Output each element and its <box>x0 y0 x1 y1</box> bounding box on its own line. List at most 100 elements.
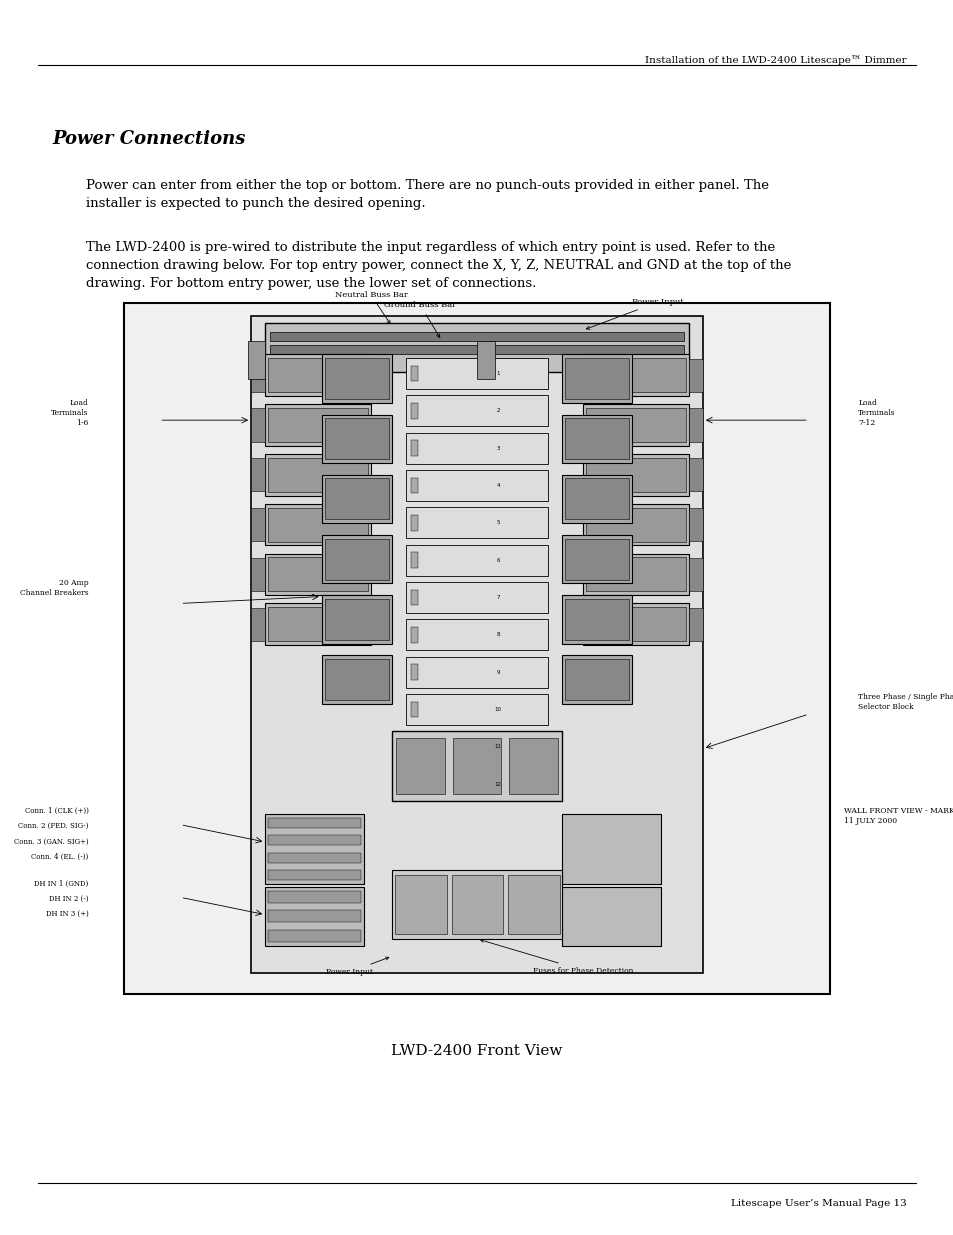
Bar <box>508 874 559 934</box>
Bar <box>561 415 632 463</box>
Bar <box>585 608 685 641</box>
Bar <box>406 768 547 800</box>
Bar <box>270 346 683 354</box>
Text: DH IN 1 (GND): DH IN 1 (GND) <box>34 879 89 888</box>
Bar <box>411 441 418 456</box>
Text: LWD-2400 Front View: LWD-2400 Front View <box>391 1044 562 1057</box>
Bar <box>265 887 364 946</box>
Bar <box>321 535 392 583</box>
Text: Installation of the LWD-2400 Litescape™ Dimmer: Installation of the LWD-2400 Litescape™ … <box>644 56 905 65</box>
Bar <box>585 358 685 393</box>
Text: Conn. 3 (GAN. SIG+): Conn. 3 (GAN. SIG+) <box>14 837 89 845</box>
Bar <box>411 366 418 382</box>
Bar <box>251 409 265 442</box>
Bar <box>561 814 659 883</box>
Bar <box>251 458 265 492</box>
Bar <box>688 458 702 492</box>
Text: DH IN 3 (+): DH IN 3 (+) <box>46 910 89 918</box>
Bar <box>268 408 368 442</box>
Bar <box>585 408 685 442</box>
Bar <box>324 538 389 579</box>
Bar <box>406 731 547 762</box>
Text: Power can enter from either the top or bottom. There are no punch-outs provided : Power can enter from either the top or b… <box>86 179 768 210</box>
Text: Load
Terminals
7-12: Load Terminals 7-12 <box>858 399 895 427</box>
Bar <box>268 890 361 903</box>
Bar <box>582 404 688 446</box>
Text: 9: 9 <box>496 669 499 674</box>
Bar <box>564 659 629 700</box>
Bar <box>564 599 629 640</box>
Bar <box>395 874 446 934</box>
Text: 8: 8 <box>496 632 499 637</box>
Bar <box>268 910 361 923</box>
Bar <box>582 354 688 396</box>
Text: Load
Terminals
1-6: Load Terminals 1-6 <box>51 399 89 427</box>
Text: Neutral Buss Bar: Neutral Buss Bar <box>335 291 407 324</box>
Bar <box>585 508 685 542</box>
Bar <box>395 737 444 794</box>
Text: 7: 7 <box>496 595 499 600</box>
Text: 4: 4 <box>496 483 499 488</box>
Bar <box>265 404 371 446</box>
Bar <box>321 474 392 524</box>
Bar <box>268 835 361 845</box>
Bar <box>561 474 632 524</box>
Bar <box>406 432 547 463</box>
Text: Conn. 2 (FED. SIG-): Conn. 2 (FED. SIG-) <box>18 823 89 830</box>
Bar <box>688 358 702 391</box>
Text: DH IN 2 (-): DH IN 2 (-) <box>50 894 89 903</box>
Bar <box>406 508 547 538</box>
Bar <box>451 874 503 934</box>
Bar <box>561 887 659 946</box>
Text: WALL FRONT VIEW - MARKUP
11 JULY 2000: WALL FRONT VIEW - MARKUP 11 JULY 2000 <box>843 808 953 825</box>
Bar <box>411 739 418 755</box>
Bar <box>411 590 418 605</box>
Bar <box>268 852 361 862</box>
Bar <box>476 341 494 379</box>
Bar <box>321 354 392 403</box>
Bar <box>406 694 547 725</box>
Bar <box>265 504 371 546</box>
Bar <box>324 659 389 700</box>
Bar <box>688 508 702 541</box>
Bar <box>561 354 632 403</box>
Bar <box>265 354 371 396</box>
Bar <box>265 604 371 645</box>
Text: 5: 5 <box>496 520 499 525</box>
Bar <box>268 458 368 492</box>
Bar <box>268 869 361 879</box>
Bar <box>251 558 265 592</box>
Bar <box>406 545 547 576</box>
Text: 2: 2 <box>496 409 499 414</box>
Bar <box>324 358 389 399</box>
Bar <box>321 595 392 643</box>
Bar <box>564 419 629 459</box>
Text: Power Input: Power Input <box>326 957 389 976</box>
Text: 10: 10 <box>495 708 501 713</box>
Text: Conn. 4 (EL. (-)): Conn. 4 (EL. (-)) <box>31 852 89 861</box>
Bar <box>585 557 685 592</box>
Bar <box>582 604 688 645</box>
Bar <box>268 818 361 827</box>
Bar <box>564 538 629 579</box>
Bar <box>406 582 547 613</box>
Bar <box>406 471 547 501</box>
Bar <box>582 553 688 595</box>
Bar <box>411 478 418 493</box>
Text: 6: 6 <box>496 558 499 563</box>
Bar <box>406 619 547 651</box>
Bar <box>251 608 265 641</box>
Bar <box>251 358 265 391</box>
Text: Power Input: Power Input <box>586 298 683 330</box>
Bar <box>411 403 418 419</box>
Text: The LWD-2400 is pre-wired to distribute the input regardless of which entry poin: The LWD-2400 is pre-wired to distribute … <box>86 241 790 290</box>
Bar <box>251 508 265 541</box>
Bar <box>265 324 688 372</box>
Bar <box>268 508 368 542</box>
Bar <box>411 701 418 718</box>
Bar <box>582 454 688 495</box>
Bar <box>268 608 368 641</box>
Bar <box>582 504 688 546</box>
Text: 12: 12 <box>495 782 501 787</box>
Bar <box>406 358 547 389</box>
